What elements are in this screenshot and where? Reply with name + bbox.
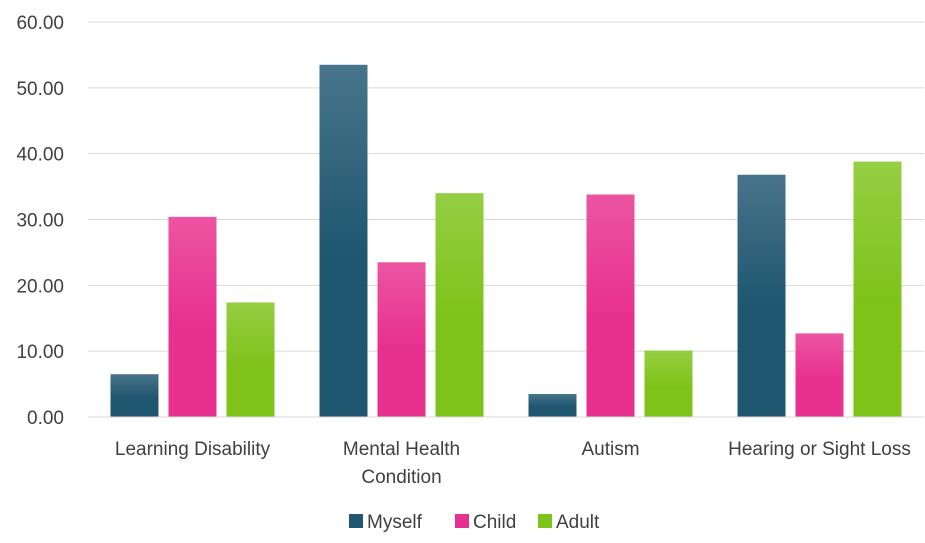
- x-axis-category-labels: Learning Disability Mental Health Conditio…: [115, 439, 911, 488]
- bar-myself: [737, 174, 786, 417]
- bar-adult: [435, 193, 484, 417]
- bar-adult: [644, 350, 693, 417]
- bar-myself: [110, 374, 159, 417]
- legend-swatch-child: [455, 514, 469, 528]
- y-tick-label: 10.00: [16, 342, 64, 363]
- bar-child: [377, 262, 426, 417]
- x-category-label: Autism: [581, 439, 639, 460]
- legend-swatch-myself: [349, 514, 363, 528]
- y-axis-tick-labels: 0.00 10.00 20.00 30.00 40.00 50.00 60.00: [16, 13, 64, 429]
- bar-adult: [853, 161, 902, 417]
- y-tick-label: 40.00: [16, 145, 64, 166]
- bar-child: [168, 216, 217, 417]
- legend-swatch-adult: [538, 514, 552, 528]
- y-tick-label: 20.00: [16, 276, 64, 297]
- bar-child: [586, 194, 635, 417]
- x-category-label: Hearing or Sight Loss: [728, 439, 911, 460]
- y-tick-label: 60.00: [16, 13, 64, 34]
- bar-child: [795, 333, 844, 417]
- legend-label-adult: Adult: [556, 512, 600, 533]
- bars: [110, 64, 902, 418]
- legend-label-myself: Myself: [367, 512, 423, 533]
- legend-label-child: Child: [473, 512, 516, 533]
- x-category-label: Learning Disability: [115, 439, 271, 460]
- bar-adult: [226, 302, 275, 417]
- bar-myself: [319, 64, 368, 418]
- y-tick-label: 30.00: [16, 211, 64, 232]
- y-tick-label: 50.00: [16, 79, 64, 100]
- legend: Myself Child Adult: [349, 512, 600, 533]
- bar-myself: [528, 393, 577, 417]
- x-category-label: Mental Health Condition: [343, 439, 460, 488]
- y-tick-label: 0.00: [27, 408, 64, 429]
